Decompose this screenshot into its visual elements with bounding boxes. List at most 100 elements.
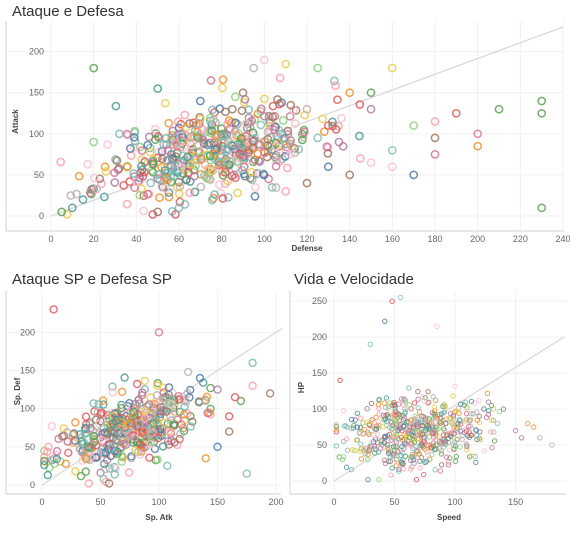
- data-point: [217, 158, 227, 168]
- data-point: [337, 113, 346, 123]
- data-point: [345, 88, 355, 98]
- data-point: [537, 96, 547, 106]
- data-point: [394, 456, 400, 462]
- data-point: [339, 457, 346, 463]
- data-point: [158, 154, 167, 164]
- data-point: [223, 119, 232, 129]
- data-point: [203, 140, 213, 150]
- data-point: [385, 450, 392, 456]
- data-point: [486, 408, 492, 414]
- data-point: [229, 170, 239, 180]
- data-point: [473, 141, 483, 151]
- reference-line: [333, 336, 565, 482]
- data-point: [103, 430, 112, 439]
- data-point: [422, 459, 428, 466]
- data-point: [549, 442, 555, 448]
- data-point: [411, 416, 418, 422]
- data-point: [267, 183, 277, 192]
- data-point: [161, 173, 171, 183]
- x-tick-label: 40: [131, 234, 141, 244]
- data-point: [98, 396, 108, 405]
- data-point: [75, 444, 84, 454]
- data-point: [85, 188, 95, 198]
- data-point: [146, 178, 155, 188]
- scatter-ataque-defesa[interactable]: 0 20 40 60 80 100 120 140 160 180 200 220 240 0 50 100 1…: [0, 0, 570, 262]
- data-point: [149, 159, 158, 169]
- data-point: [270, 125, 279, 135]
- data-point: [218, 83, 227, 93]
- data-point: [371, 432, 377, 438]
- data-point: [393, 412, 399, 418]
- data-point: [255, 168, 265, 178]
- data-point: [84, 479, 94, 488]
- data-point: [537, 108, 547, 118]
- data-point: [196, 182, 206, 192]
- data-point: [425, 415, 432, 422]
- data-point: [271, 183, 281, 192]
- data-point: [344, 447, 351, 453]
- data-point: [333, 95, 342, 105]
- data-point: [166, 160, 176, 170]
- data-point: [214, 160, 224, 170]
- data-point: [415, 454, 421, 460]
- data-point: [392, 428, 399, 434]
- data-point: [68, 438, 78, 448]
- data-point: [403, 440, 409, 446]
- y-axis-title: Sp. Def: [13, 377, 22, 405]
- data-point: [50, 459, 59, 468]
- data-point: [451, 445, 457, 451]
- chart-title-vida-velocidade: Vida e Velocidade: [294, 271, 414, 288]
- data-point: [286, 149, 296, 159]
- data-point: [245, 173, 255, 183]
- data-point: [253, 149, 263, 158]
- data-point: [361, 426, 367, 433]
- data-point: [401, 402, 407, 408]
- data-point: [119, 181, 129, 190]
- data-point: [488, 417, 495, 423]
- data-point: [410, 457, 416, 463]
- data-point: [163, 146, 173, 155]
- data-point: [153, 84, 163, 93]
- data-point: [416, 409, 423, 415]
- data-point: [421, 398, 427, 404]
- data-point: [236, 134, 246, 143]
- y-tick-label: 150: [29, 88, 44, 98]
- data-point: [473, 459, 479, 466]
- data-point: [331, 81, 340, 90]
- data-point: [144, 400, 154, 409]
- data-point: [96, 448, 106, 457]
- data-point: [255, 157, 265, 166]
- x-tick-label: 240: [555, 234, 570, 244]
- data-point: [448, 433, 454, 439]
- data-point: [453, 453, 460, 460]
- data-point: [387, 63, 397, 73]
- x-tick-label: 150: [508, 497, 523, 507]
- data-point: [213, 442, 222, 451]
- y-tick-label: 50: [25, 442, 35, 452]
- data-point: [381, 400, 388, 406]
- data-point: [421, 471, 427, 478]
- data-point: [222, 146, 232, 156]
- data-point: [389, 425, 395, 431]
- data-point: [133, 438, 142, 447]
- data-point: [411, 400, 418, 406]
- data-point: [473, 427, 479, 434]
- data-point: [386, 424, 392, 431]
- data-point: [368, 400, 375, 407]
- data-point: [431, 404, 437, 410]
- data-point: [108, 433, 118, 443]
- data-point: [137, 146, 147, 155]
- data-point: [369, 444, 375, 450]
- data-point: [145, 453, 154, 462]
- x-tick-label: 50: [95, 497, 105, 507]
- data-point: [291, 119, 300, 128]
- data-point: [438, 451, 444, 457]
- data-point: [185, 119, 194, 128]
- data-point: [368, 418, 374, 425]
- x-tick-label: 200: [268, 497, 283, 507]
- data-point: [343, 464, 350, 470]
- data-point: [456, 410, 462, 417]
- data-point: [156, 424, 165, 433]
